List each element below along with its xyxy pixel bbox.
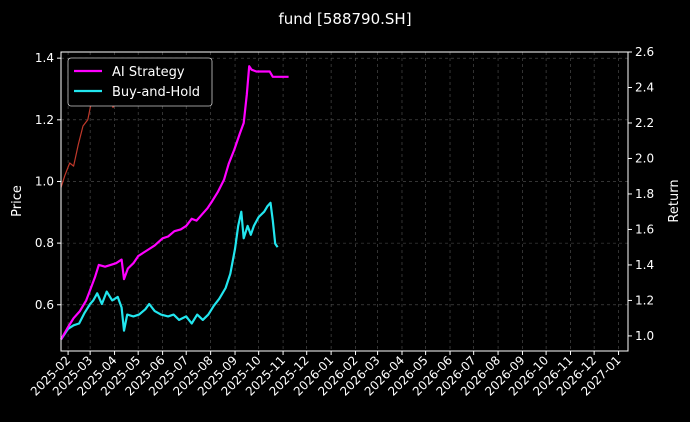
chart-title: fund [588790.SH] (278, 10, 411, 28)
x-axis: 2025-022025-032025-042025-052025-062025-… (28, 351, 624, 399)
y-left-tick-label: 1.0 (35, 174, 54, 188)
y-right-tick-label: 1.8 (635, 187, 654, 201)
series-line-ai-strategy (60, 65, 289, 341)
y-right-tick-label: 2.4 (635, 80, 654, 94)
y-right-tick-label: 2.6 (635, 45, 654, 59)
y-left-tick-label: 1.2 (35, 113, 54, 127)
y-right-tick-label: 2.2 (635, 116, 654, 130)
legend-box (67, 57, 213, 107)
y-axis-right: 1.0 1.2 1.4 1.6 1.8 2.0 2.2 2.4 2.6 (628, 45, 654, 343)
y-axis-left: 0.6 0.8 1.0 1.2 1.4 (35, 51, 61, 312)
y-axis-right-label: Return (667, 179, 682, 222)
plot-frame (60, 51, 629, 352)
y-axis-left-label: Price (10, 185, 25, 217)
plot-area (60, 65, 289, 341)
y-left-tick-label: 1.4 (35, 51, 54, 65)
y-left-tick-label: 0.6 (35, 298, 54, 312)
y-right-tick-label: 1.2 (635, 293, 654, 307)
y-right-tick-label: 2.0 (635, 151, 654, 165)
y-right-tick-label: 1.0 (635, 329, 654, 343)
y-right-tick-label: 1.6 (635, 222, 654, 236)
y-left-tick-label: 0.8 (35, 236, 54, 250)
series-line-buy-and-hold (60, 201, 279, 341)
legend-label: AI Strategy (112, 65, 185, 80)
y-right-tick-label: 1.4 (635, 258, 654, 272)
legend-label: Buy-and-Hold (112, 85, 200, 100)
legend: AI Strategy Buy-and-Hold (67, 57, 213, 107)
